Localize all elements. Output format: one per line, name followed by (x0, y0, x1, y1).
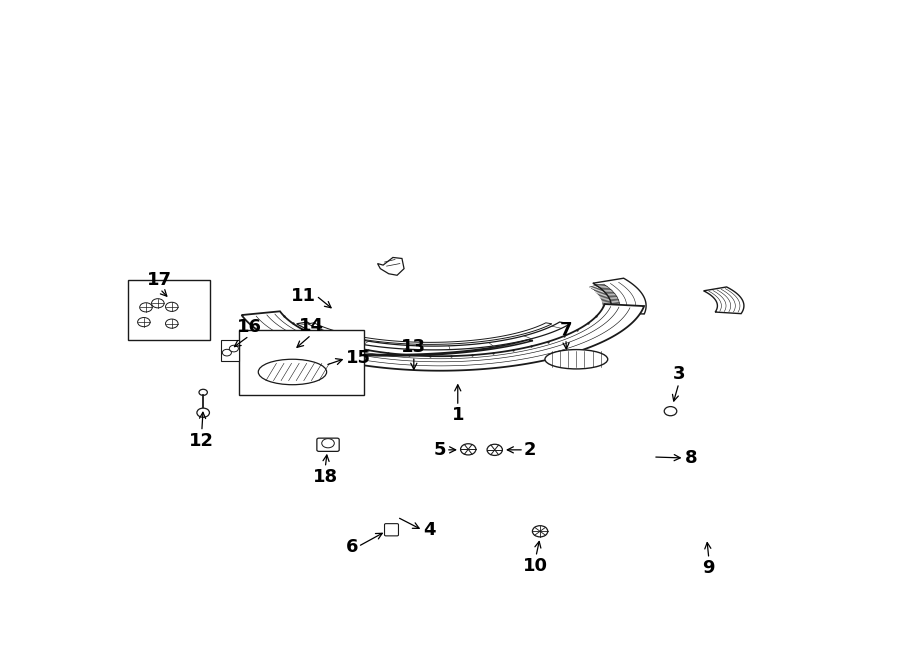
Ellipse shape (258, 360, 327, 385)
Circle shape (140, 303, 152, 312)
Circle shape (138, 317, 150, 327)
Text: 15: 15 (346, 349, 371, 368)
Polygon shape (241, 304, 644, 371)
Text: 2: 2 (524, 441, 536, 459)
Text: 5: 5 (434, 441, 446, 459)
FancyBboxPatch shape (384, 524, 399, 536)
Circle shape (166, 302, 178, 311)
Polygon shape (378, 258, 404, 275)
Circle shape (461, 444, 476, 455)
FancyBboxPatch shape (317, 438, 339, 451)
Polygon shape (220, 340, 239, 361)
Circle shape (199, 389, 207, 395)
Text: 1: 1 (452, 406, 464, 424)
Polygon shape (308, 323, 552, 344)
Text: 9: 9 (703, 559, 716, 577)
Ellipse shape (545, 350, 608, 369)
Text: 7: 7 (560, 321, 572, 339)
Circle shape (222, 349, 231, 356)
Text: 14: 14 (299, 317, 324, 335)
Text: 16: 16 (237, 318, 262, 336)
Text: 8: 8 (684, 449, 698, 467)
Circle shape (166, 319, 178, 329)
Text: 3: 3 (672, 365, 685, 383)
Text: 12: 12 (189, 432, 214, 449)
Text: 17: 17 (148, 271, 173, 289)
Text: 6: 6 (346, 537, 358, 555)
Text: 10: 10 (524, 557, 548, 574)
Text: 4: 4 (423, 522, 436, 539)
Bar (239, 330, 364, 395)
Polygon shape (593, 278, 646, 314)
Text: 13: 13 (401, 338, 427, 356)
Bar (128, 280, 210, 340)
Circle shape (197, 408, 210, 417)
Circle shape (322, 439, 334, 447)
Text: 11: 11 (292, 287, 316, 305)
Text: 18: 18 (312, 468, 338, 486)
Circle shape (151, 299, 164, 308)
Circle shape (664, 407, 677, 416)
Polygon shape (250, 340, 533, 356)
Polygon shape (297, 322, 570, 350)
Circle shape (230, 345, 238, 352)
Circle shape (487, 444, 502, 455)
Circle shape (533, 525, 548, 537)
Polygon shape (704, 287, 744, 314)
